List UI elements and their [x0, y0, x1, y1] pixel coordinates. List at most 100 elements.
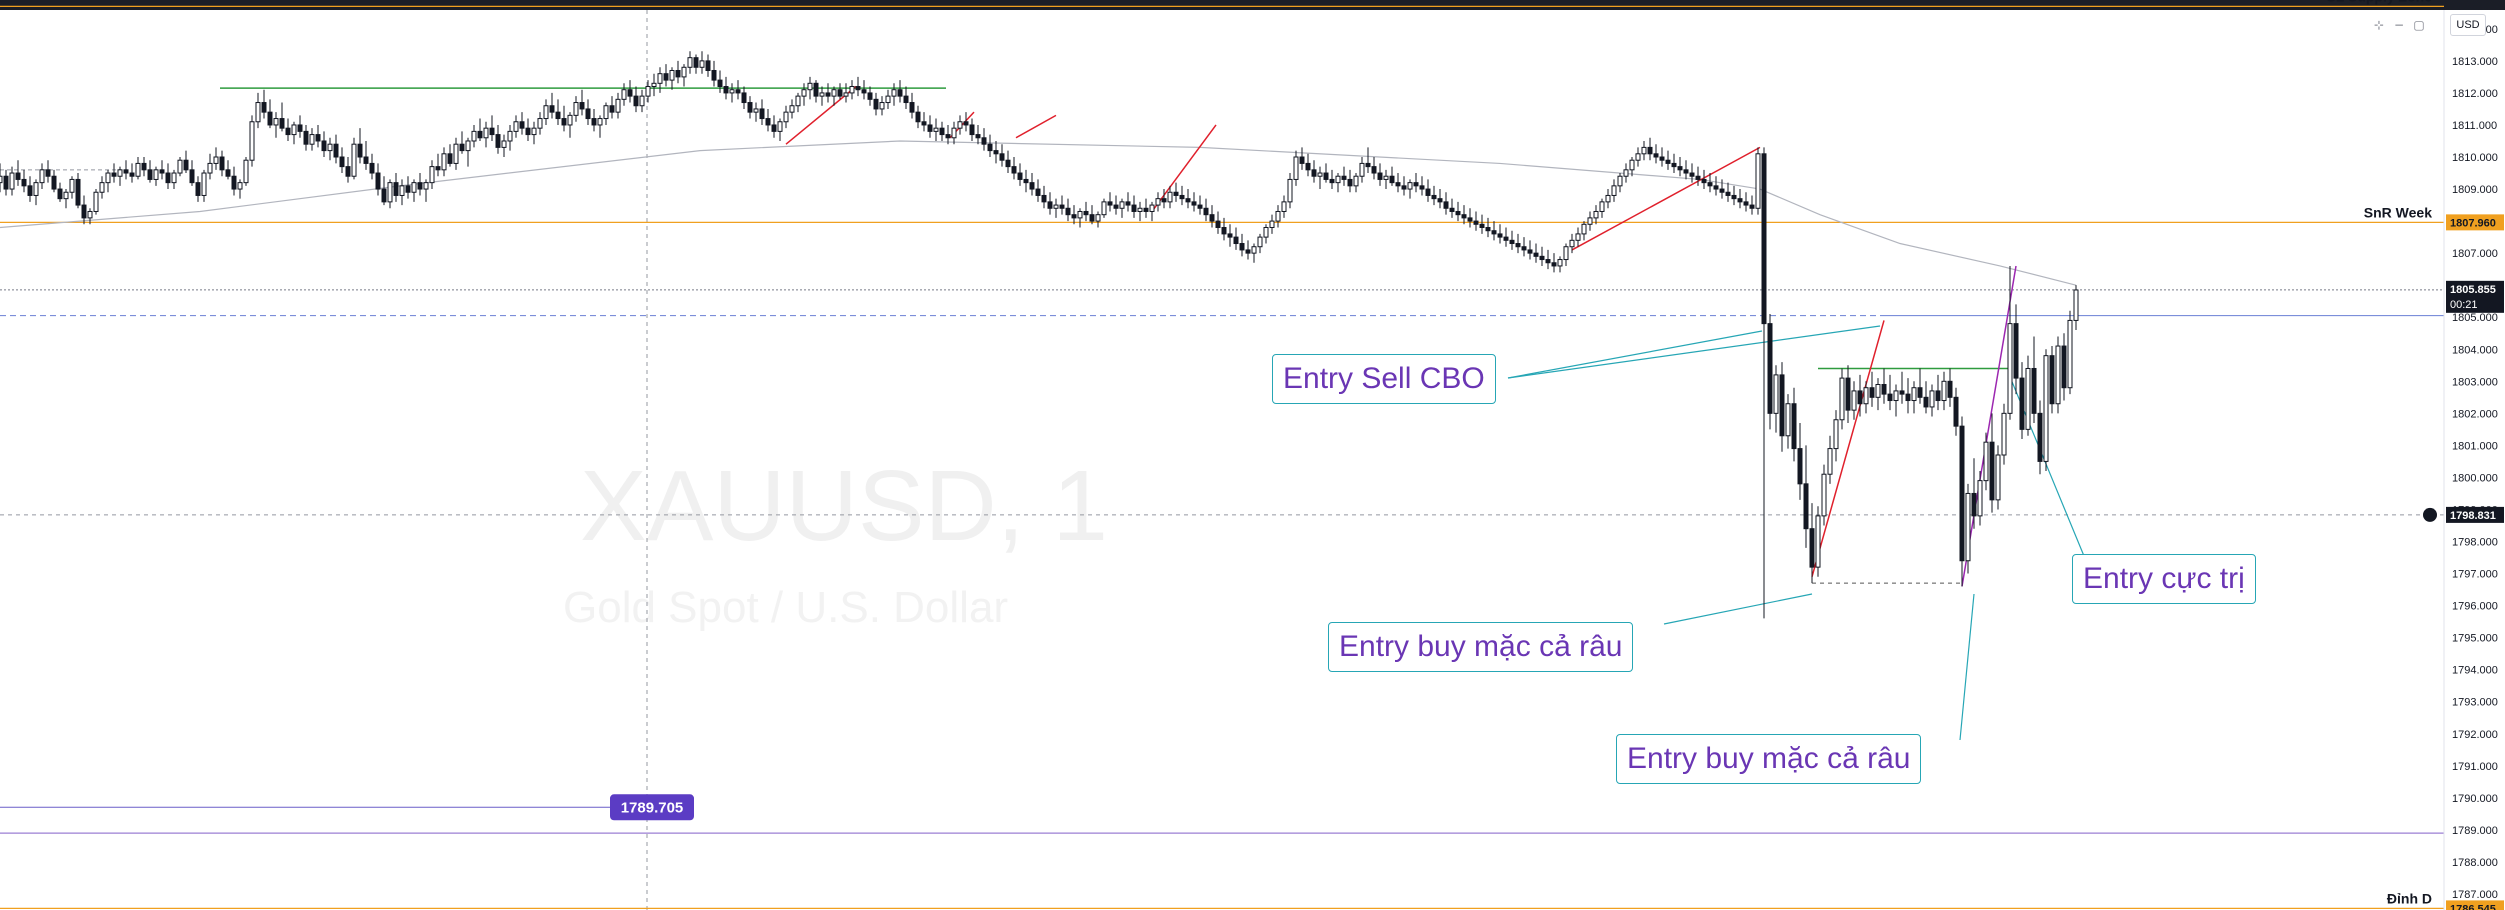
candle-body-203 [1215, 220, 1221, 229]
candle-body-339 [2031, 367, 2037, 414]
candle-body-324 [1941, 380, 1947, 402]
candle-body-172 [1029, 182, 1035, 190]
candle-body-75 [447, 153, 453, 164]
candle-body-207 [1239, 243, 1245, 251]
top-toolbar [0, 0, 2505, 10]
candle-body-56 [333, 143, 339, 158]
candle-body-36 [213, 156, 219, 164]
candle-body-253 [1515, 243, 1521, 248]
candle-body-182 [1089, 214, 1095, 222]
candle-body-238 [1425, 188, 1431, 196]
candle-body-88 [525, 127, 531, 136]
price-tick-label-23: 1791.000 [2452, 761, 2498, 773]
candle-body-212 [1269, 220, 1275, 229]
currency-button[interactable]: USD [2450, 14, 2486, 36]
candle-body-307 [1839, 377, 1845, 421]
callout-entry-buy-2[interactable]: Entry buy mặc cả râu [1616, 734, 1922, 784]
crosshair-price-tag-bg [2446, 506, 2504, 523]
candle-body-237 [1419, 185, 1425, 190]
candle-body-52 [309, 134, 315, 145]
candle-body-205 [1227, 233, 1233, 238]
candle-body-96 [573, 102, 579, 116]
candle-body-35 [207, 162, 213, 174]
candle-body-103 [615, 98, 621, 113]
candle-body-17 [99, 182, 105, 193]
candle-body-136 [813, 82, 819, 97]
price-tick-label-10: 1804.000 [2452, 344, 2498, 356]
candle-body-163 [975, 134, 981, 139]
candle-body-67 [399, 185, 405, 196]
candle-body-320 [1917, 387, 1923, 398]
candle-body-159 [951, 127, 957, 139]
candle-body-279 [1671, 162, 1677, 168]
callout-entry-sell-cbo[interactable]: Entry Sell CBO [1272, 354, 1496, 404]
candle-body-89 [531, 127, 537, 136]
restore-icon[interactable]: ▢ [2413, 18, 2425, 32]
candle-body-180 [1077, 210, 1083, 219]
candle-body-231 [1383, 175, 1389, 180]
candle-body-71 [423, 182, 429, 190]
candle-body-91 [543, 105, 549, 120]
candle-body-202 [1209, 214, 1215, 222]
callout-entry-buy-1[interactable]: Entry buy mặc cả râu [1328, 622, 1634, 672]
candle-body-135 [807, 82, 813, 91]
candle-body-229 [1371, 166, 1377, 174]
candle-body-100 [597, 118, 603, 126]
candle-body-230 [1377, 172, 1383, 180]
candle-body-204 [1221, 227, 1227, 235]
candles-layer [0, 51, 2079, 619]
candle-body-226 [1353, 175, 1359, 187]
candle-body-90 [537, 118, 543, 129]
candle-body-296 [1773, 374, 1779, 414]
callout-entry-cuc-tri[interactable]: Entry cực trị [2072, 554, 2256, 604]
candle-body-325 [1947, 380, 1953, 398]
candle-body-11 [63, 191, 69, 200]
candle-body-66 [393, 182, 399, 196]
candle-body-285 [1707, 182, 1713, 187]
candle-body-143 [855, 86, 861, 91]
lock-icon[interactable]: ⊹ [2373, 18, 2385, 32]
candle-body-280 [1677, 166, 1683, 171]
candle-body-198 [1185, 198, 1191, 203]
candle-body-41 [243, 159, 249, 184]
candle-body-174 [1041, 194, 1047, 203]
candle-body-155 [927, 124, 933, 132]
candle-body-218 [1305, 162, 1311, 171]
candle-body-199 [1191, 201, 1197, 206]
candle-body-284 [1701, 178, 1707, 184]
candle-body-259 [1551, 262, 1557, 267]
candle-body-190 [1137, 207, 1143, 212]
candle-body-331 [1983, 441, 1989, 482]
candle-body-87 [519, 121, 525, 129]
candle-body-298 [1785, 403, 1791, 437]
candle-body-12 [69, 178, 75, 193]
candle-body-51 [303, 130, 309, 145]
red-trendline-3 [1151, 124, 1217, 212]
minimize-icon[interactable]: − [2393, 18, 2405, 32]
candle-body-323 [1935, 390, 1941, 402]
price-axis[interactable]: 1814.0001813.0001812.0001811.0001810.000… [2423, 10, 2505, 910]
candle-body-48 [285, 127, 291, 136]
candle-body-261 [1563, 246, 1569, 261]
candle-body-309 [1851, 390, 1857, 411]
candle-body-47 [279, 118, 285, 129]
candle-body-152 [909, 102, 915, 113]
levels-layer: SL Supply Zone SnR Week Đỉnh D 1789.705 [0, 5, 2444, 910]
candle-body-126 [753, 108, 759, 113]
current-price-tag-text: 1805.855 [2450, 284, 2496, 296]
candle-body-334 [2001, 412, 2007, 456]
candle-body-206 [1233, 236, 1239, 245]
candle-body-54 [321, 140, 327, 152]
candle-body-16 [93, 191, 99, 212]
candle-body-227 [1359, 162, 1365, 177]
candle-body-153 [915, 111, 921, 123]
candle-body-269 [1611, 185, 1617, 196]
candle-body-92 [549, 105, 555, 113]
snr-week-price-tag-bg [2446, 214, 2504, 231]
candle-body-209 [1251, 246, 1257, 254]
candle-body-78 [465, 140, 471, 152]
candle-body-158 [945, 134, 951, 139]
candle-body-20 [117, 169, 123, 177]
price-tick-label-9: 1805.000 [2452, 312, 2498, 324]
